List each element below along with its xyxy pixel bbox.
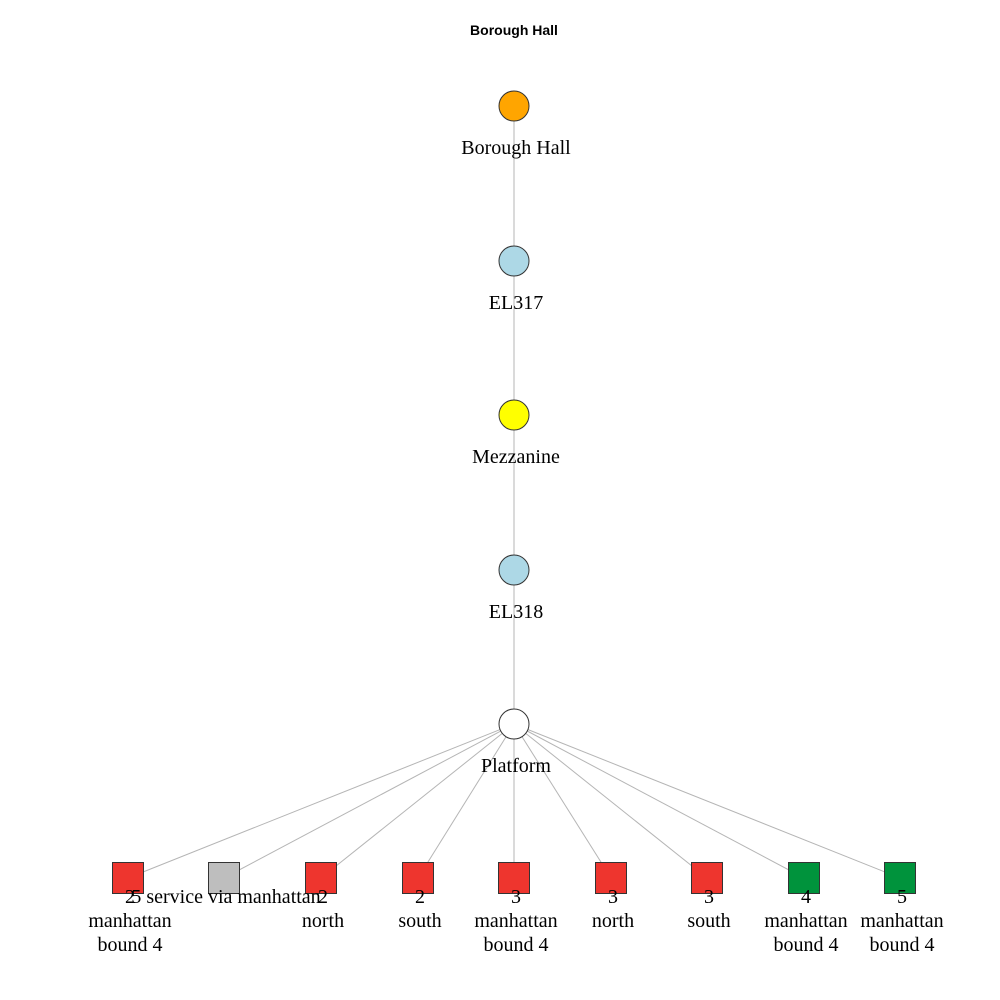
nodes-group [112, 90, 916, 894]
node-n4 [498, 708, 530, 740]
edge-n4-r8 [513, 723, 901, 879]
node-n1 [498, 245, 530, 277]
node-label-n1: EL317 [489, 292, 543, 314]
node-r6 [691, 862, 723, 894]
node-r0 [112, 862, 144, 894]
node-label-r1: 5 service via manhattan [131, 886, 320, 908]
node-label-r7: 4 manhattan bound 4 [764, 886, 847, 956]
diagram-title: Borough Hall [470, 22, 558, 38]
node-label-r6: 3 south [687, 886, 730, 932]
labels-group: Borough Hall EL317 Mezzanine EL318 Platform 2… [88, 137, 943, 956]
node-r7 [788, 862, 820, 894]
edge-n4-r6 [513, 723, 708, 879]
node-n0 [498, 90, 530, 122]
edge-n4-r0 [127, 723, 515, 879]
node-label-n0: Borough Hall [461, 137, 571, 159]
node-n3 [498, 554, 530, 586]
node-r5 [595, 862, 627, 894]
node-label-r3: 2 south [398, 886, 441, 932]
node-r1 [208, 862, 240, 894]
node-label-r4: 3 manhattan bound 4 [474, 886, 557, 956]
node-r3 [402, 862, 434, 894]
node-label-r5: 3 north [592, 886, 634, 932]
node-r4 [498, 862, 530, 894]
edge-n4-r2 [320, 723, 515, 879]
node-r2 [305, 862, 337, 894]
edge-n4-r5 [513, 723, 612, 879]
edge-n4-r7 [513, 723, 805, 879]
node-r8 [884, 862, 916, 894]
node-n2 [498, 399, 530, 431]
node-label-r2: 2 north [302, 886, 344, 932]
node-label-r8: 5 manhattan bound 4 [860, 886, 943, 956]
node-label-r0: 2 manhattan bound 4 [88, 886, 171, 956]
edges-group [127, 106, 901, 879]
edge-n4-r1 [223, 723, 515, 879]
node-label-n3: EL318 [489, 601, 543, 623]
edge-n4-r3 [417, 723, 515, 879]
node-label-n4: Platform [481, 755, 551, 777]
node-label-n2: Mezzanine [472, 446, 560, 468]
